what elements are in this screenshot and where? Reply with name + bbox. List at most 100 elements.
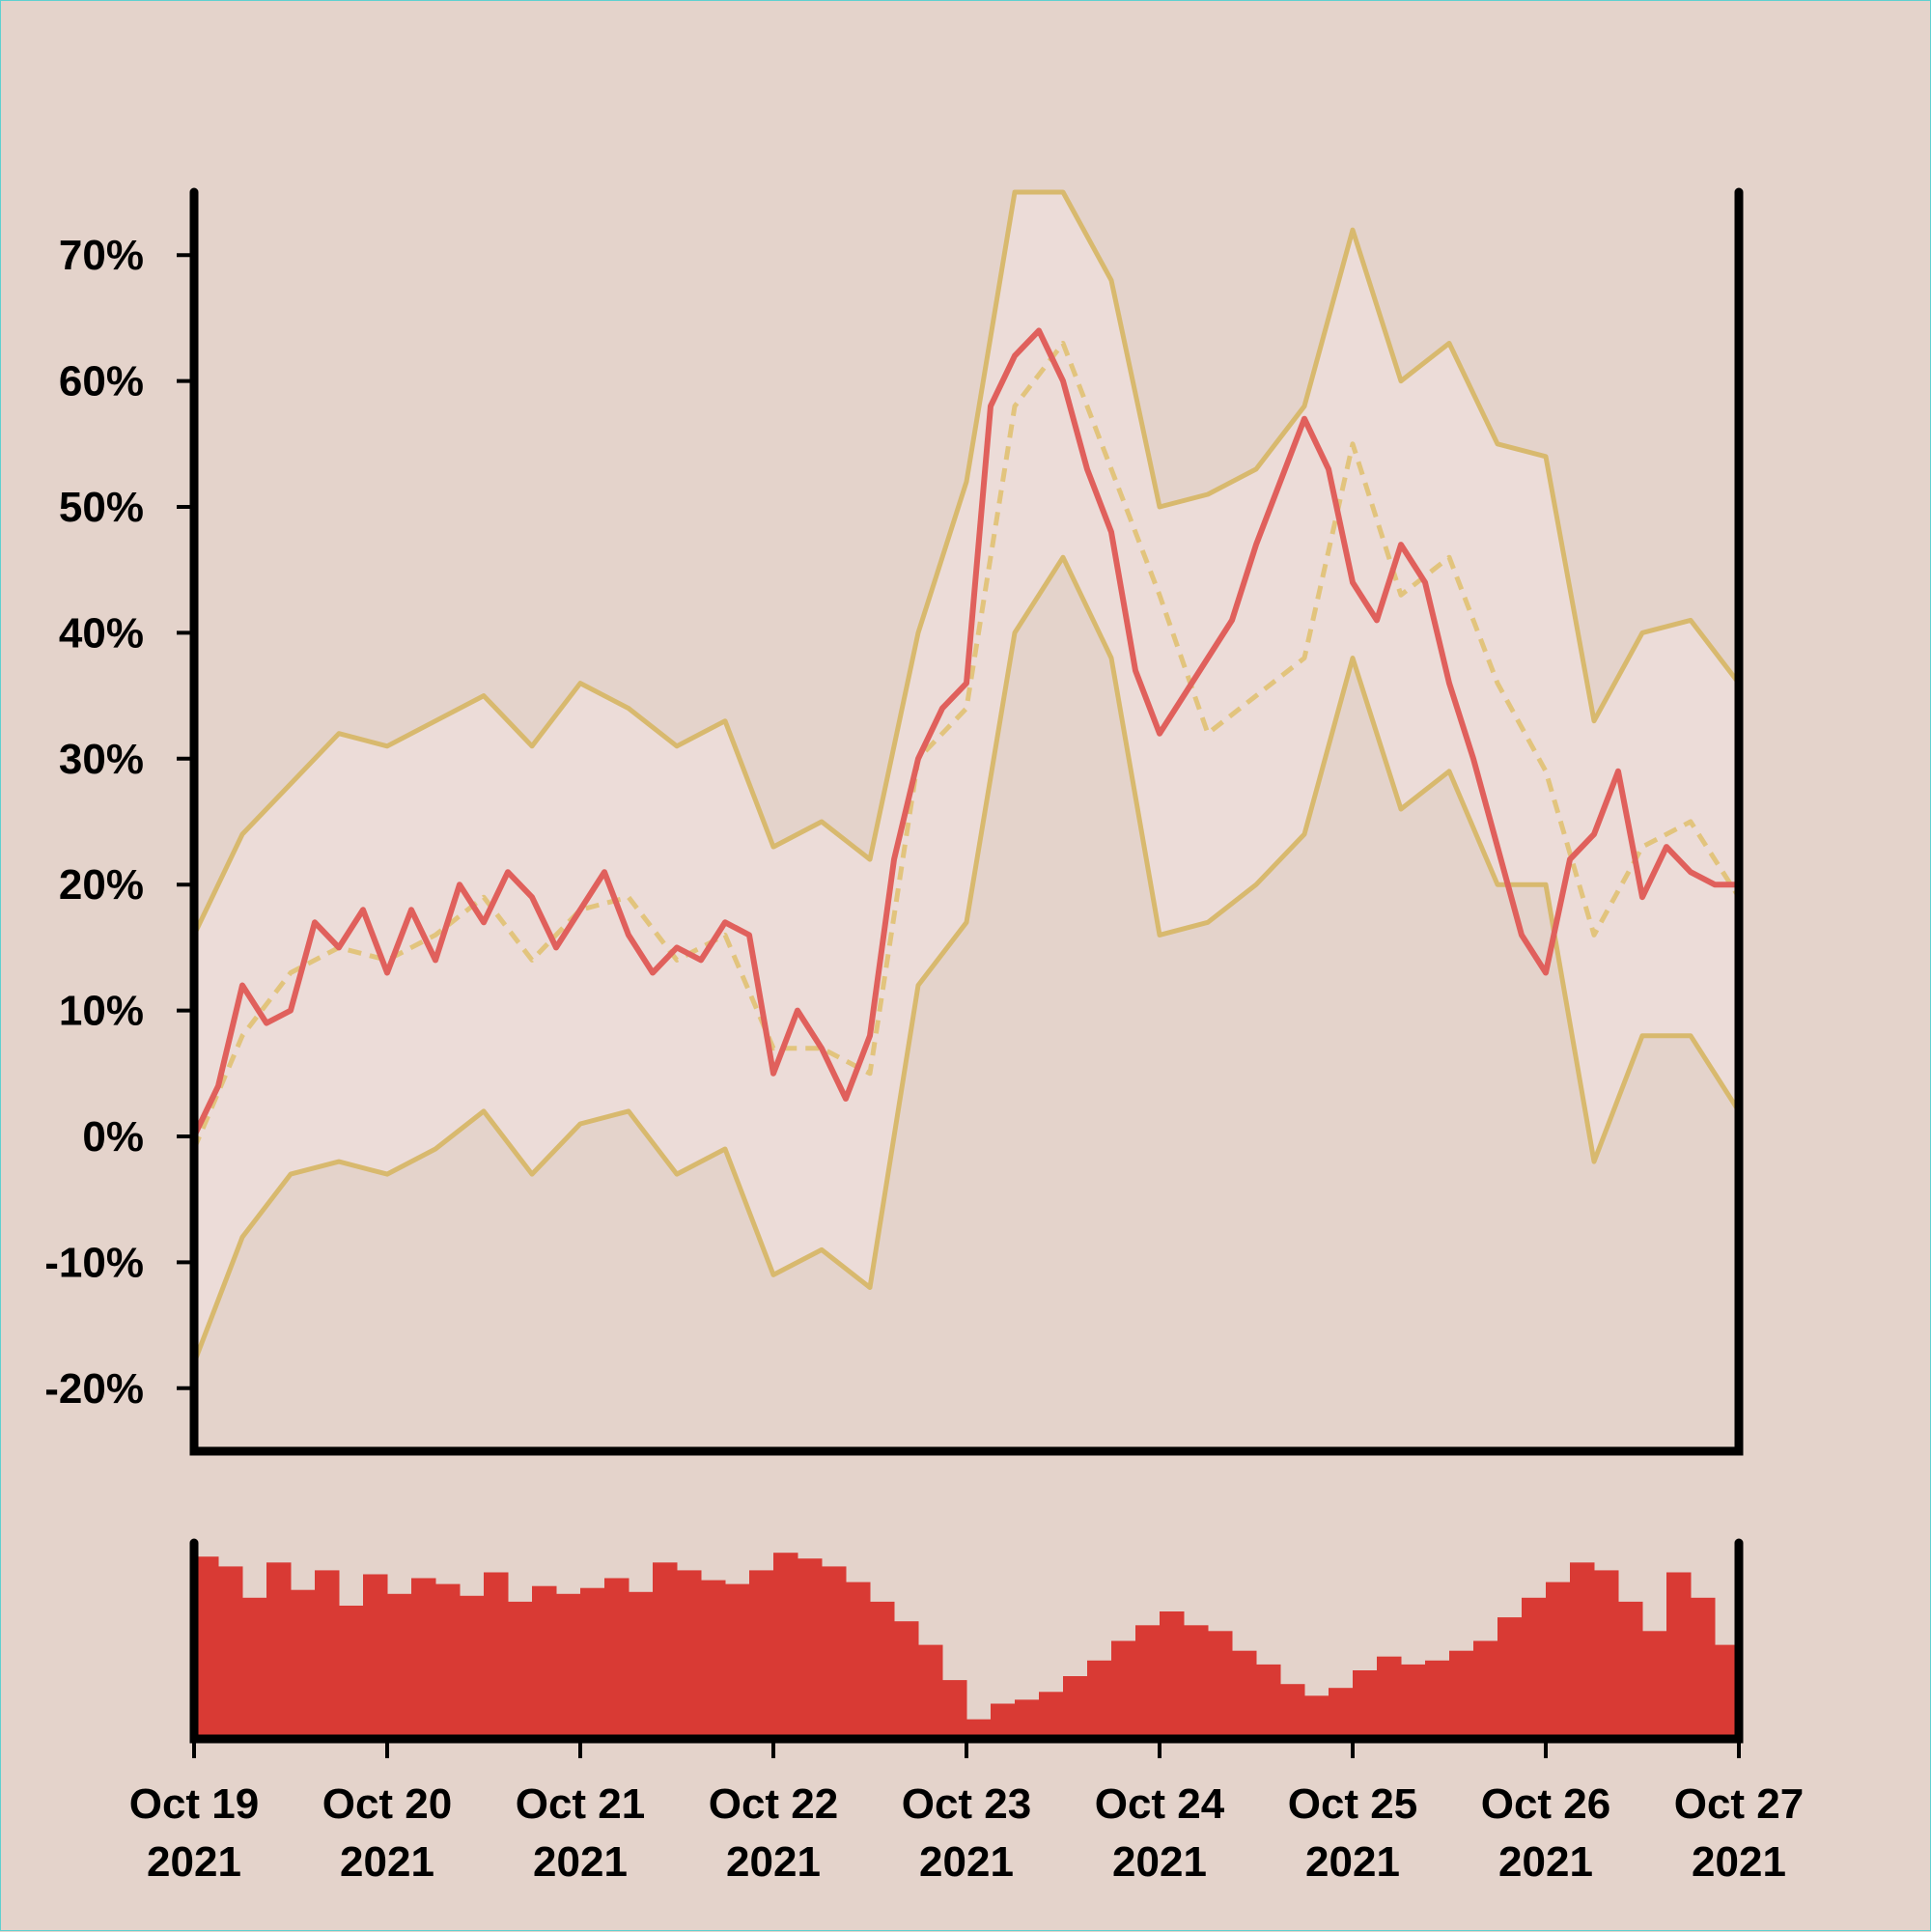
volume-bar	[1015, 1699, 1040, 1739]
x-tick-label-year: 2021	[726, 1838, 821, 1886]
volume-bar	[1304, 1695, 1329, 1739]
y-tick-label: -10%	[44, 1239, 144, 1286]
x-tick-label-year: 2021	[1305, 1838, 1400, 1886]
volume-bar	[1184, 1625, 1209, 1739]
volume-bar	[363, 1574, 388, 1739]
x-tick-label-year: 2021	[1112, 1838, 1207, 1886]
y-tick-label: 0%	[82, 1113, 144, 1161]
volume-bar	[822, 1566, 847, 1739]
y-tick-label: 70%	[59, 232, 144, 279]
x-tick-label-date: Oct 25	[1288, 1780, 1418, 1828]
price-axes-frame	[189, 187, 1744, 1456]
volume-bar	[918, 1644, 943, 1739]
volume-bar	[604, 1578, 630, 1739]
volume-bar	[1666, 1572, 1692, 1739]
x-tick-label-year: 2021	[919, 1838, 1014, 1886]
volume-bar	[1570, 1562, 1595, 1739]
volume-bar	[556, 1593, 581, 1739]
volume-bar	[1618, 1601, 1643, 1739]
lower-band-line	[191, 554, 1742, 1364]
x-tick-label-date: Oct 19	[129, 1780, 260, 1828]
volume-bar	[1329, 1688, 1354, 1739]
volume-bar	[242, 1597, 267, 1739]
y-tick-label: 20%	[59, 861, 144, 909]
volume-bar	[1087, 1660, 1112, 1739]
x-tick-label-year: 2021	[340, 1838, 434, 1886]
volume-bar	[629, 1591, 654, 1740]
volume-bar	[460, 1595, 485, 1739]
y-tick-label: 40%	[59, 609, 144, 657]
volume-bar	[798, 1558, 823, 1739]
volume-bar	[846, 1582, 871, 1739]
volume-bar	[966, 1719, 992, 1739]
volume-bar	[1642, 1631, 1667, 1739]
volume-bar	[508, 1601, 533, 1739]
y-axis-ticks: -20% -10% 0% 10% 20% 30% 40% 50% 60% 70%	[44, 232, 194, 1413]
volume-bar	[1111, 1640, 1136, 1739]
y-tick-label: 50%	[59, 484, 144, 531]
x-axis-ticks: Oct 19 2021 Oct 20 2021 Oct 21 2021 Oct 22 2021…	[129, 1739, 1805, 1886]
volume-bar	[1473, 1640, 1498, 1739]
x-tick-label-date: Oct 21	[516, 1780, 646, 1828]
x-tick-label-date: Oct 26	[1481, 1780, 1611, 1828]
volume-bar	[942, 1680, 967, 1739]
volume-bar	[1280, 1684, 1305, 1739]
x-tick-label-year: 2021	[1498, 1838, 1593, 1886]
bands-layer	[191, 189, 1742, 1364]
volume-bar	[1256, 1664, 1281, 1739]
volume-bar	[266, 1562, 292, 1739]
volume-bar	[580, 1587, 605, 1739]
volume-layer	[194, 1553, 1740, 1740]
volume-bar	[1232, 1650, 1257, 1740]
volume-bar	[677, 1570, 702, 1739]
band-fill	[194, 192, 1739, 1363]
y-tick-label: 30%	[59, 736, 144, 783]
volume-bar	[1039, 1692, 1064, 1739]
volume-bar	[1063, 1676, 1088, 1739]
volume-bar	[701, 1580, 726, 1739]
volume-bar	[1160, 1611, 1185, 1739]
volume-bar	[1522, 1597, 1547, 1739]
x-tick-label-date: Oct 22	[709, 1780, 839, 1828]
volume-bar	[291, 1589, 316, 1739]
volume-bar	[749, 1570, 774, 1739]
y-tick-label: 10%	[59, 988, 144, 1035]
x-tick-label-year: 2021	[533, 1838, 628, 1886]
volume-bar	[387, 1593, 412, 1739]
volume-bar	[411, 1578, 436, 1739]
x-tick-label-date: Oct 20	[322, 1780, 453, 1828]
volume-bar	[1425, 1660, 1450, 1739]
upper-band-line	[191, 189, 1741, 937]
volume-bar	[773, 1553, 798, 1739]
price-line	[191, 327, 1739, 1138]
volume-bar	[870, 1601, 895, 1739]
x-tick-label-year: 2021	[1692, 1838, 1786, 1886]
volume-bar	[1497, 1617, 1523, 1739]
volume-bar	[1594, 1570, 1619, 1739]
volume-bar	[339, 1606, 364, 1739]
volume-bar	[1208, 1631, 1233, 1739]
volume-bar	[991, 1703, 1016, 1739]
volume-bar	[532, 1585, 557, 1739]
y-tick-label: 60%	[59, 358, 144, 406]
volume-bar	[484, 1572, 509, 1739]
x-tick-label-year: 2021	[147, 1838, 241, 1886]
volume-bar	[1449, 1650, 1474, 1740]
volume-bar	[1401, 1664, 1426, 1739]
moving-average-line	[191, 341, 1742, 1150]
price-layer	[191, 327, 1739, 1138]
x-tick-label-date: Oct 23	[902, 1780, 1032, 1828]
volume-bar	[1377, 1656, 1402, 1739]
x-tick-label-date: Oct 27	[1674, 1780, 1805, 1828]
volume-bar	[1546, 1582, 1571, 1739]
volume-bar	[1353, 1670, 1378, 1739]
volume-bar	[894, 1621, 919, 1739]
volume-bar	[218, 1566, 243, 1739]
y-tick-label: -20%	[44, 1365, 144, 1413]
volume-bar	[315, 1570, 340, 1739]
volume-bar	[1691, 1597, 1716, 1739]
volume-bar	[725, 1583, 750, 1739]
volume-bar	[653, 1562, 678, 1739]
